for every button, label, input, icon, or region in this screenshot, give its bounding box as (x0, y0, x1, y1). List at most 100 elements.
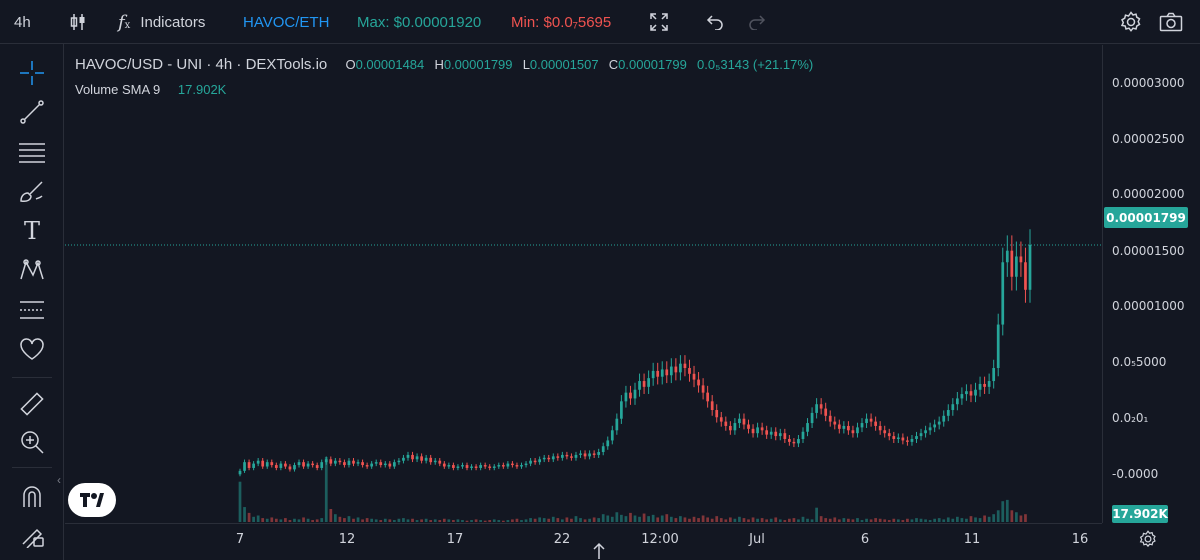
volume-bar (406, 519, 410, 522)
volume-bar (243, 507, 246, 522)
volume-bar (774, 517, 778, 522)
fullscreen-icon[interactable] (649, 0, 669, 44)
candle (842, 421, 846, 434)
volume-bar (610, 516, 614, 522)
candle (715, 404, 719, 423)
volume-bar (470, 520, 473, 522)
candle (551, 453, 555, 463)
text-tool-icon[interactable]: T (23, 217, 40, 245)
candle (665, 361, 669, 384)
volume-bar (969, 516, 973, 522)
candle (538, 456, 542, 465)
volume-bar (633, 515, 637, 522)
candle (620, 395, 623, 424)
candle (933, 419, 937, 433)
collapse-toolbar-icon[interactable]: ‹ (57, 473, 61, 487)
volume-bar (479, 520, 482, 522)
brush-icon[interactable] (16, 176, 48, 208)
candle (506, 461, 510, 469)
volume-bar (933, 518, 937, 522)
undo-icon[interactable] (706, 0, 724, 44)
volume-bar (651, 514, 655, 522)
volume-bar (393, 520, 396, 522)
candle (583, 450, 587, 460)
settings-gear-icon[interactable] (1120, 0, 1142, 44)
volume-bar (792, 518, 796, 522)
time-tick-label: 7 (235, 532, 245, 547)
time-scale-settings-icon[interactable] (1139, 530, 1157, 553)
candle (447, 462, 451, 469)
tradingview-logo[interactable] (68, 483, 116, 517)
volume-bar (679, 516, 682, 522)
volume-bar (751, 517, 755, 522)
indicators-button[interactable]: fx Indicators (118, 0, 205, 44)
close-value: 0.00001799 (618, 57, 687, 72)
candle (669, 358, 673, 384)
volume-bar (896, 519, 900, 522)
candle (252, 461, 255, 471)
volume-bar (347, 516, 351, 522)
candle (747, 419, 750, 434)
candle (492, 464, 496, 471)
candle (847, 421, 850, 435)
candle (579, 450, 582, 458)
fib-lines-icon[interactable] (16, 136, 48, 168)
volume-bar (810, 519, 814, 522)
volume-bar (279, 519, 283, 522)
volume-bar (579, 518, 582, 522)
candle (324, 456, 328, 465)
candle (365, 462, 369, 469)
candle (247, 459, 251, 471)
zoom-in-icon[interactable] (16, 426, 48, 458)
candle-type-icon[interactable] (70, 0, 86, 44)
volume-bar (324, 457, 328, 522)
candle (356, 459, 360, 467)
volume-bar (284, 518, 287, 522)
candle (429, 454, 433, 465)
candle (647, 370, 650, 394)
camera-icon[interactable] (1159, 0, 1183, 44)
candle (379, 459, 383, 468)
candle (797, 434, 800, 448)
candle (937, 416, 941, 430)
volume-bar (538, 517, 542, 522)
volume-bar (951, 518, 955, 522)
volume-bar (974, 517, 977, 522)
candle (347, 458, 351, 468)
candle (706, 385, 710, 408)
crosshair-icon[interactable] (16, 57, 48, 89)
candle (470, 464, 473, 471)
pattern-icon[interactable] (16, 254, 48, 286)
current-volume-tag: 17.902K (1112, 505, 1168, 523)
price-scale[interactable] (1102, 45, 1200, 523)
volume-bar (560, 519, 564, 522)
candle (438, 458, 442, 467)
volume-bar (293, 518, 296, 522)
magnet-icon[interactable] (16, 480, 48, 512)
pair-link[interactable]: HAVOC/ETH (243, 0, 329, 44)
prediction-icon[interactable] (16, 294, 48, 326)
candle (896, 433, 900, 443)
volume-bar (883, 519, 887, 522)
time-scale[interactable] (65, 523, 1102, 560)
candle (901, 433, 905, 445)
interval-button[interactable]: 4h (14, 0, 31, 44)
favorites-heart-icon[interactable] (16, 333, 48, 365)
candle (765, 425, 769, 439)
ruler-icon[interactable] (16, 388, 48, 420)
volume-bar (842, 518, 846, 522)
redo-icon[interactable] (748, 0, 766, 44)
volume-bar (878, 518, 882, 522)
volume-bar (1015, 512, 1018, 522)
scroll-up-arrow-icon[interactable] (592, 542, 606, 560)
trend-line-icon[interactable] (16, 96, 48, 128)
volume-bar (719, 518, 723, 522)
volume-bar (942, 519, 946, 522)
lock-drawing-icon[interactable] (16, 519, 48, 551)
volume-bar (801, 516, 805, 522)
candlestick-chart[interactable] (65, 45, 1102, 523)
candle (828, 410, 832, 427)
volume-bar (865, 518, 868, 522)
toolbar-divider (12, 377, 52, 378)
candle (361, 459, 364, 468)
